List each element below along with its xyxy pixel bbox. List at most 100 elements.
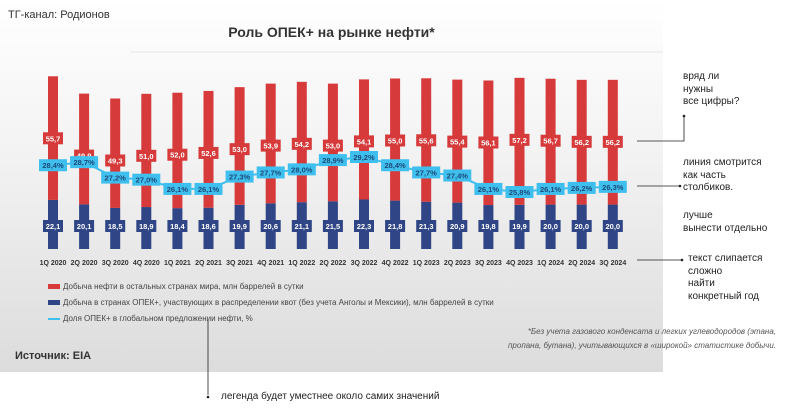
data-label-other-box	[167, 148, 188, 161]
data-label-opec: 20,6	[263, 222, 278, 231]
data-label-share: 27,3%	[229, 173, 251, 182]
annotation-legend: легенда будет уместнее около самих значе…	[221, 391, 440, 402]
legend-swatch-blue	[48, 300, 60, 305]
annotation-dot	[680, 258, 684, 262]
data-label-other: 55,0	[388, 137, 403, 146]
x-tick-label: 4Q 2020	[133, 260, 160, 267]
annotation-line: сложно	[688, 265, 723, 277]
bar-other	[110, 98, 121, 208]
annotation-line: лучше	[683, 210, 713, 221]
data-label-share: 27,7%	[416, 168, 438, 177]
data-label-opec-box	[229, 220, 250, 232]
data-label-opec-box	[416, 220, 437, 232]
data-label-other: 49,3	[108, 156, 123, 165]
annotation-numbers: вряд ли нужны все цифры?	[683, 71, 739, 109]
data-label-share: 26,1%	[540, 185, 562, 194]
data-label-share-box	[287, 163, 316, 176]
data-label-share: 26,3%	[602, 183, 624, 192]
data-label-share-box	[567, 181, 596, 194]
data-label-opec: 22,3	[357, 222, 372, 231]
annotation-line-chart: линия смотрится как часть столбиков.	[683, 157, 762, 195]
annotation-connector	[637, 116, 685, 142]
data-label-share: 26,1%	[478, 185, 500, 194]
data-label-share-box	[505, 186, 534, 199]
data-label-other-box	[509, 133, 530, 146]
x-tick-label: 2Q 2020	[71, 260, 98, 267]
annotation-line: конкретный год	[688, 290, 759, 302]
footnote-line: пропана, бутана), учитывающихся в «широк…	[508, 341, 776, 350]
source-label: Источник: EIA	[15, 350, 92, 362]
data-label-other: 54,2	[294, 140, 309, 149]
data-label-opec: 20,9	[450, 222, 465, 231]
data-label-share: 26,1%	[167, 185, 189, 194]
annotation-line: линия смотрится	[683, 157, 762, 168]
data-label-share: 27,7%	[260, 168, 282, 177]
data-label-other-box	[260, 139, 281, 152]
data-label-opec: 18,6	[201, 222, 216, 231]
data-label-opec: 18,5	[108, 222, 123, 231]
annotation-line: все цифры?	[683, 96, 740, 107]
legend-item-share: Доля ОПЕК+ в глобальном предложении нефт…	[48, 314, 253, 323]
data-label-opec-box	[571, 220, 592, 232]
data-label-other: 54,1	[357, 137, 372, 146]
legend-swatch-red	[48, 284, 60, 289]
data-label-opec: 18,4	[170, 222, 185, 231]
data-label-opec: 21,1	[294, 222, 309, 231]
data-label-other-box	[478, 136, 499, 149]
x-tick-label: 1Q 2022	[288, 260, 315, 267]
data-label-opec-box	[602, 220, 623, 232]
data-label-other: 56,7	[543, 137, 558, 146]
data-label-other-box	[198, 146, 219, 159]
data-label-opec-box	[509, 220, 530, 232]
data-label-opec-box	[478, 220, 499, 232]
data-label-other-box	[540, 134, 561, 147]
annotation-line: нужны	[683, 83, 714, 95]
data-label-other: 55,6	[419, 136, 434, 145]
data-label-share-box	[132, 173, 161, 186]
data-label-other-box	[105, 154, 126, 167]
data-label-other-box	[291, 137, 312, 150]
data-label-opec: 18,9	[139, 222, 154, 231]
data-label-other-box	[416, 134, 437, 147]
x-tick-label: 2Q 2022	[319, 260, 346, 267]
data-label-opec: 21,8	[388, 222, 403, 231]
data-label-share-box	[412, 166, 441, 179]
data-label-other: 52,0	[170, 151, 185, 160]
data-label-other: 56,1	[481, 139, 496, 148]
data-label-share: 28,4%	[384, 161, 406, 170]
data-label-other-box	[354, 135, 374, 148]
legend-label: Доля ОПЕК+ в глобальном предложении нефт…	[63, 314, 253, 323]
annotation-years: текст слипается сложно найти конкретный …	[688, 253, 762, 303]
x-tick-label: 1Q 2024	[537, 260, 564, 267]
data-label-opec: 20,0	[543, 222, 558, 231]
annotation-line: как часть	[683, 169, 726, 181]
data-label-share: 28,7%	[73, 158, 95, 167]
annotation-line: вынести отдельно	[683, 222, 768, 234]
data-label-share-box	[474, 182, 503, 195]
annotation-line: текст слипается	[688, 253, 763, 264]
data-label-opec: 22,1	[46, 222, 61, 231]
x-tick-label: 1Q 2020	[40, 260, 67, 267]
annotation-separate: лучше вынести отдельно	[683, 210, 767, 235]
data-label-other: 53,0	[326, 142, 341, 151]
data-label-opec: 20,0	[574, 222, 589, 231]
data-label-other: 56,2	[574, 138, 589, 147]
data-label-opec: 20,0	[605, 222, 620, 231]
data-label-share-box	[39, 159, 67, 172]
data-label-other: 55,4	[450, 138, 465, 147]
data-label-other: 52,6	[201, 149, 216, 158]
data-label-share-box	[225, 170, 254, 183]
x-tick-label: 4Q 2022	[382, 260, 409, 267]
channel-label: ТГ-канал: Родионов	[8, 9, 110, 21]
data-label-opec-box	[74, 220, 95, 232]
footnote: *Без учета газового конденсата и легких …	[508, 325, 776, 353]
data-label-share: 28,0%	[291, 165, 313, 174]
data-label-opec: 19,8	[481, 222, 496, 231]
data-label-other: 51,0	[139, 152, 154, 161]
data-label-other: 53,0	[232, 145, 247, 154]
data-label-other: 56,2	[605, 138, 620, 147]
data-label-share-box	[598, 180, 627, 193]
data-label-share: 27,2%	[105, 174, 127, 183]
data-label-other-box	[447, 135, 468, 148]
